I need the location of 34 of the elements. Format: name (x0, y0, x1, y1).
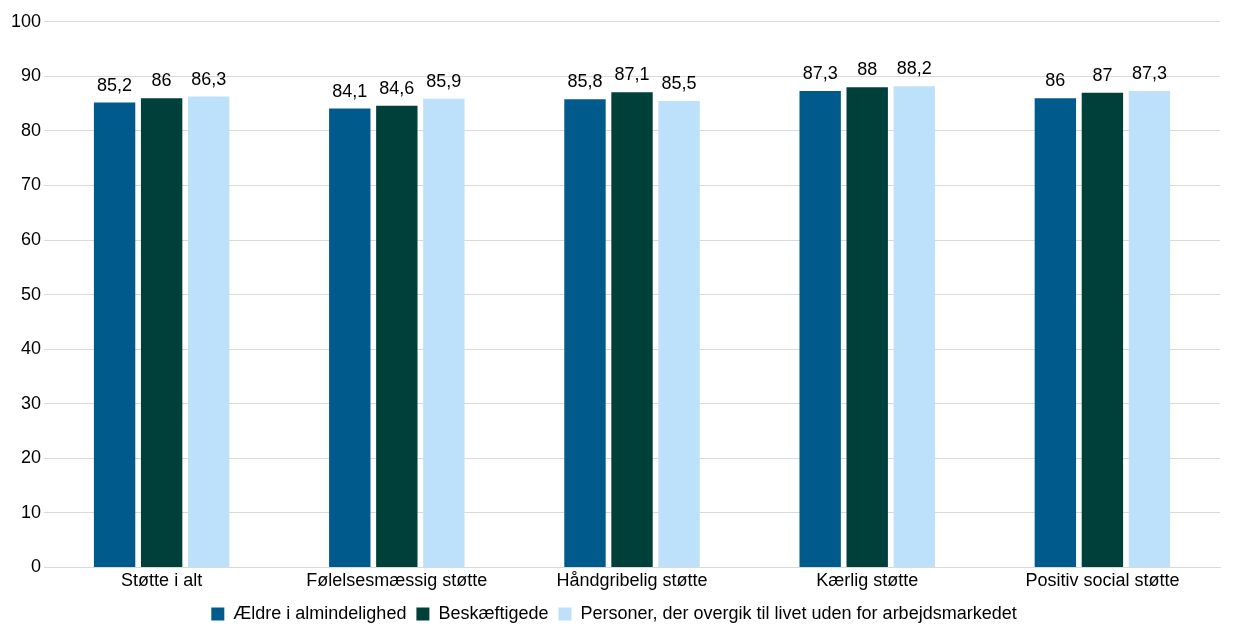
y-tick-label: 60 (21, 229, 42, 250)
y-tick-label: 40 (21, 338, 42, 359)
y-tick-label: 30 (21, 392, 42, 413)
x-tick-label: Kærlig støtte (816, 570, 919, 591)
y-tick-label: 90 (21, 65, 42, 86)
y-tick-label: 70 (21, 174, 42, 195)
x-tick-label: Følelsesmæssig støtte (306, 570, 488, 591)
data-label: 88,2 (896, 58, 932, 79)
data-label: 87,1 (614, 64, 650, 85)
legend-label: Personer, der overgik til livet uden for arbejdsmarkedet (580, 602, 1017, 623)
data-label: 85,9 (426, 70, 462, 91)
y-tick-label: 20 (21, 447, 42, 468)
x-tick-label: Håndgribelig støtte (556, 570, 708, 591)
legend-label: Beskæftigede (438, 602, 549, 623)
y-tick-label: 80 (21, 119, 42, 140)
legend-label: Ældre i almindelighed (233, 602, 407, 623)
x-tick-label: Støtte i alt (121, 570, 203, 591)
data-label: 84,1 (332, 80, 368, 101)
data-label: 86,3 (191, 68, 227, 89)
data-label: 87 (1092, 64, 1113, 85)
data-label: 86 (1045, 70, 1066, 91)
x-tick-label: Positiv social støtte (1025, 570, 1180, 591)
data-label: 87,3 (1131, 63, 1167, 84)
y-tick-label: 50 (21, 283, 42, 304)
y-tick-label: 100 (10, 10, 42, 31)
y-tick-label: 0 (31, 556, 42, 577)
data-label: 85,5 (661, 72, 697, 93)
data-label: 85,2 (97, 74, 133, 95)
data-label: 84,6 (379, 77, 415, 98)
data-label: 86 (151, 70, 172, 91)
data-label: 88 (857, 59, 878, 80)
data-label: 85,8 (567, 71, 603, 92)
data-label: 87,3 (802, 63, 838, 84)
y-tick-label: 10 (21, 501, 42, 522)
